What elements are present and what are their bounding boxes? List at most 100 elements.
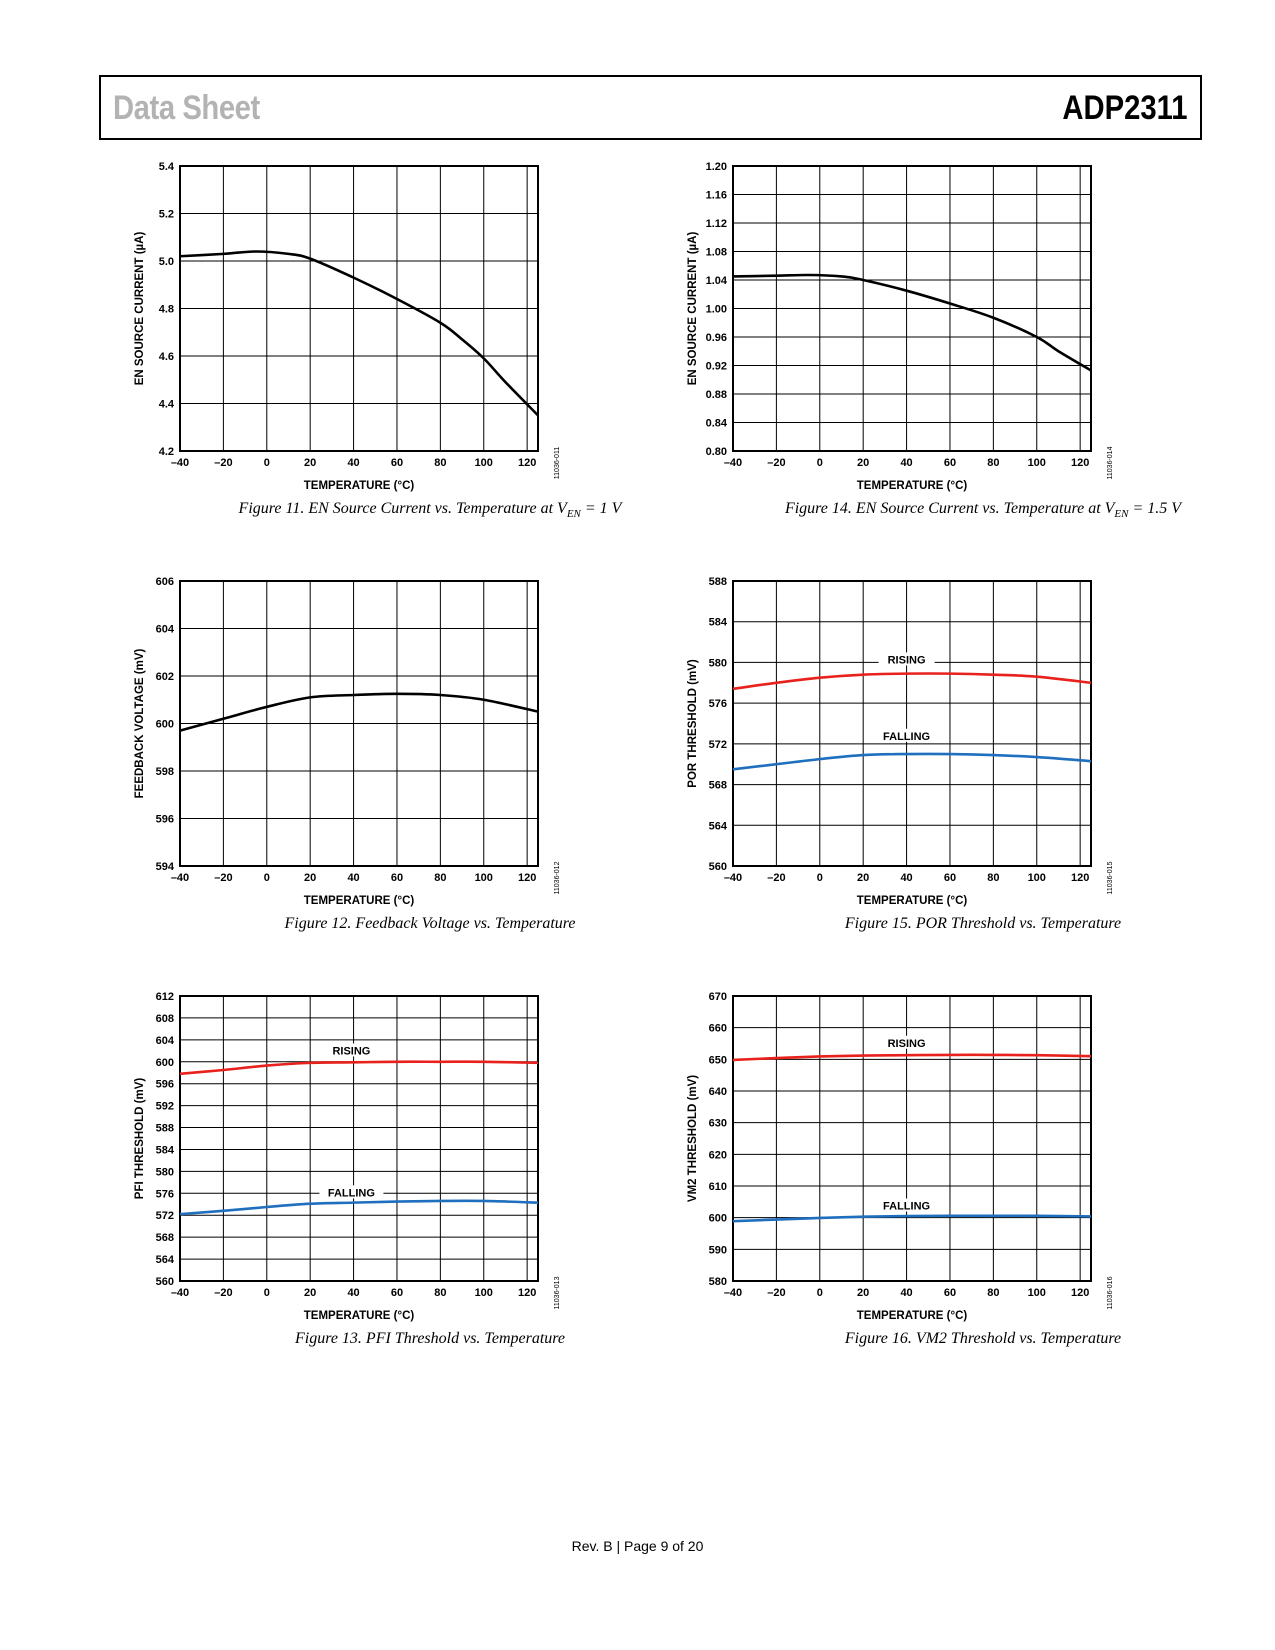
y-tick-label: 596 bbox=[156, 1079, 174, 1091]
y-tick-label: 612 bbox=[156, 991, 174, 1003]
x-tick-label: 0 bbox=[817, 1287, 823, 1299]
x-tick-label: 60 bbox=[391, 457, 403, 469]
caption-text: Figure 13. PFI Threshold vs. Temperature bbox=[294, 1330, 566, 1347]
x-tick-label: 60 bbox=[391, 1287, 403, 1299]
x-tick-label: 80 bbox=[987, 1287, 999, 1299]
y-tick-label: 0.92 bbox=[706, 361, 727, 373]
x-tick-label: 100 bbox=[1028, 872, 1046, 884]
x-tick-label: 80 bbox=[434, 872, 446, 884]
x-tick-label: 120 bbox=[1071, 872, 1089, 884]
x-tick-label: 40 bbox=[347, 872, 359, 884]
x-tick-label: 20 bbox=[857, 872, 869, 884]
x-tick-label: –20 bbox=[214, 1287, 232, 1299]
caption-text: Figure 15. POR Threshold vs. Temperature bbox=[844, 915, 1122, 932]
x-tick-label: –40 bbox=[724, 457, 742, 469]
y-axis-label: VM2 THRESHOLD (mV) bbox=[687, 1075, 699, 1202]
y-tick-label: 590 bbox=[709, 1244, 727, 1256]
x-axis-label: TEMPERATURE (°C) bbox=[857, 1310, 968, 1322]
x-tick-label: 100 bbox=[475, 1287, 493, 1299]
figure-code: 11036-016 bbox=[1107, 1276, 1114, 1309]
series-label: RISING bbox=[332, 1045, 370, 1057]
figure-caption: Figure 12. Feedback Voltage vs. Temperat… bbox=[130, 915, 730, 933]
y-tick-label: 600 bbox=[709, 1213, 727, 1225]
x-tick-label: –40 bbox=[171, 872, 189, 884]
y-tick-label: 596 bbox=[156, 814, 174, 826]
series-label: FALLING bbox=[883, 1201, 930, 1213]
caption-text: Figure 14. EN Source Current vs. Tempera… bbox=[784, 500, 1115, 517]
y-tick-label: 630 bbox=[709, 1118, 727, 1130]
header-section-title: Data Sheet bbox=[113, 89, 260, 127]
y-tick-label: 576 bbox=[156, 1188, 174, 1200]
x-tick-label: 40 bbox=[347, 457, 359, 469]
x-tick-label: 20 bbox=[304, 872, 316, 884]
y-tick-label: 580 bbox=[709, 657, 727, 669]
caption-text: Figure 16. VM2 Threshold vs. Temperature bbox=[844, 1330, 1122, 1347]
y-tick-label: 5.4 bbox=[159, 161, 175, 173]
x-tick-label: –40 bbox=[171, 1287, 189, 1299]
y-axis-label: PFI THRESHOLD (mV) bbox=[134, 1078, 146, 1200]
x-tick-label: 80 bbox=[987, 457, 999, 469]
figure-caption: Figure 16. VM2 Threshold vs. Temperature bbox=[683, 1330, 1275, 1348]
series-label-bg bbox=[878, 1035, 935, 1049]
series-line bbox=[179, 1060, 539, 1076]
y-tick-label: 670 bbox=[709, 991, 727, 1003]
page-footer: Rev. B | Page 9 of 20 bbox=[571, 1538, 704, 1554]
x-tick-label: 120 bbox=[518, 457, 536, 469]
series-label-bg bbox=[878, 652, 935, 666]
series-line bbox=[732, 752, 1092, 771]
y-tick-label: 0.80 bbox=[706, 446, 727, 458]
x-tick-label: –20 bbox=[767, 1287, 785, 1299]
y-tick-label: 4.4 bbox=[159, 399, 175, 411]
x-tick-label: –40 bbox=[724, 872, 742, 884]
x-tick-label: 0 bbox=[264, 457, 270, 469]
series-label: RISING bbox=[888, 654, 926, 666]
y-tick-label: 572 bbox=[156, 1210, 174, 1222]
x-axis-label: TEMPERATURE (°C) bbox=[304, 895, 415, 907]
y-tick-label: 576 bbox=[709, 698, 727, 710]
y-tick-label: 610 bbox=[709, 1181, 727, 1193]
x-tick-label: –20 bbox=[767, 872, 785, 884]
chart-svg: –40 –20 0 20 40 60 80 100 120 560 564 568 572 576 580 5… bbox=[687, 576, 1114, 907]
y-tick-label: 1.12 bbox=[706, 218, 727, 230]
page-header: Data Sheet ADP2311 bbox=[99, 75, 1202, 140]
figure-13: –40 –20 0 20 40 60 80 100 120 560 564 568 572 576 580 5… bbox=[130, 990, 750, 1390]
x-tick-label: 120 bbox=[518, 1287, 536, 1299]
y-tick-label: 598 bbox=[156, 766, 174, 778]
series-label: RISING bbox=[888, 1038, 926, 1050]
x-tick-label: 60 bbox=[944, 1287, 956, 1299]
series-line bbox=[179, 250, 539, 417]
figure-code: 11036-013 bbox=[554, 1276, 561, 1309]
x-tick-label: 0 bbox=[817, 872, 823, 884]
x-tick-label: –20 bbox=[767, 457, 785, 469]
y-tick-label: 588 bbox=[709, 576, 727, 588]
y-tick-label: 600 bbox=[156, 1057, 174, 1069]
y-tick-label: 572 bbox=[709, 739, 727, 751]
y-tick-label: 5.2 bbox=[159, 209, 174, 221]
x-axis-label: TEMPERATURE (°C) bbox=[304, 1310, 415, 1322]
y-tick-label: 568 bbox=[156, 1232, 174, 1244]
y-tick-label: 580 bbox=[156, 1166, 174, 1178]
y-tick-label: 588 bbox=[156, 1123, 174, 1135]
series-line bbox=[732, 273, 1092, 372]
y-tick-label: 580 bbox=[709, 1276, 727, 1288]
figure-15: –40 –20 0 20 40 60 80 100 120 560 564 568 572 576 580 5… bbox=[683, 575, 1275, 975]
x-axis-label: TEMPERATURE (°C) bbox=[304, 480, 415, 492]
chart-svg: –40 –20 0 20 40 60 80 100 120 594 596 598 600 602 604 6… bbox=[134, 576, 561, 907]
x-tick-label: 60 bbox=[944, 457, 956, 469]
chart-svg: –40 –20 0 20 40 60 80 100 120 560 564 568 572 576 580 5… bbox=[134, 991, 561, 1322]
y-tick-label: 650 bbox=[709, 1054, 727, 1066]
y-tick-label: 1.04 bbox=[706, 275, 728, 287]
caption-subscript: EN bbox=[1114, 508, 1129, 521]
figure-caption: Figure 15. POR Threshold vs. Temperature bbox=[683, 915, 1275, 933]
caption-text: Figure 12. Feedback Voltage vs. Temperat… bbox=[284, 915, 576, 932]
y-tick-label: 560 bbox=[156, 1276, 174, 1288]
x-tick-label: 20 bbox=[304, 1287, 316, 1299]
x-axis-label: TEMPERATURE (°C) bbox=[857, 895, 968, 907]
y-tick-label: 584 bbox=[156, 1144, 175, 1156]
y-tick-label: 620 bbox=[709, 1149, 727, 1161]
x-tick-label: 100 bbox=[1028, 457, 1046, 469]
series-label-bg bbox=[323, 1043, 380, 1057]
chart-svg: –40 –20 0 20 40 60 80 100 120 580 590 600 610 620 630 6… bbox=[687, 991, 1114, 1322]
y-tick-label: 0.96 bbox=[706, 332, 727, 344]
x-tick-label: 100 bbox=[475, 457, 493, 469]
